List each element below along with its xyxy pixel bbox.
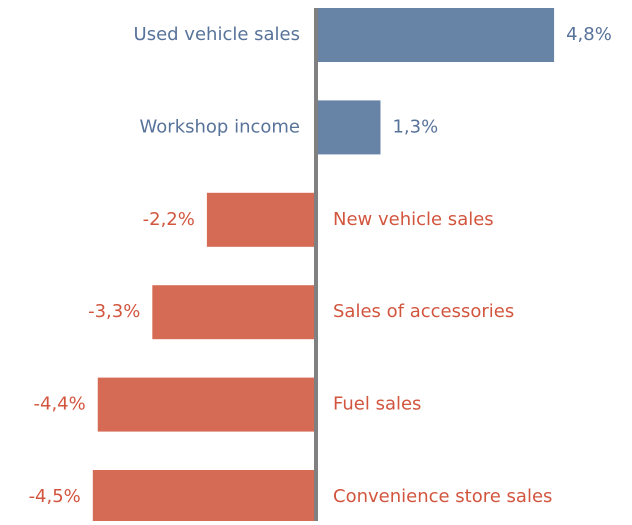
category-label: New vehicle sales (333, 209, 494, 230)
category-label: Used vehicle sales (134, 24, 300, 45)
bar (316, 100, 381, 155)
bar (152, 285, 316, 340)
bar (97, 377, 316, 432)
bar (316, 8, 555, 62)
bar (92, 470, 316, 524)
category-label: Convenience store sales (333, 486, 552, 507)
value-label: -3,3% (88, 301, 140, 322)
category-label: Sales of accessories (333, 301, 514, 322)
category-label: Fuel sales (333, 394, 421, 415)
category-label: Workshop income (140, 116, 300, 137)
bar (206, 192, 316, 247)
value-label: -4,4% (34, 394, 86, 415)
value-label: -2,2% (143, 209, 195, 230)
value-label: -4,5% (29, 486, 81, 507)
value-label: 4,8% (566, 24, 612, 45)
value-label: 1,3% (392, 116, 438, 137)
